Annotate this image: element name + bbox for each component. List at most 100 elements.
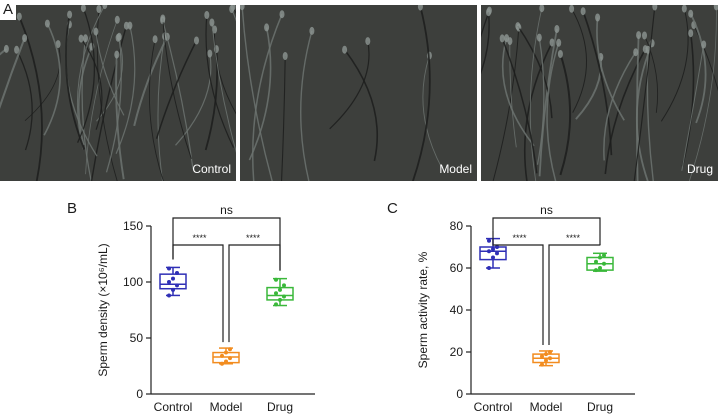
data-point: [540, 362, 544, 367]
sperm-head: [486, 8, 491, 17]
micrograph-background: [0, 5, 236, 181]
sperm-fiber: [241, 6, 273, 181]
sperm-fiber: [162, 20, 194, 170]
sperm-head: [83, 34, 88, 43]
sperm-head: [557, 50, 563, 58]
panel-letter-a: A: [0, 0, 16, 20]
sperm-fiber: [681, 44, 705, 171]
data-point: [171, 276, 175, 281]
significance-bracket: ns: [492, 203, 601, 246]
sperm-head: [688, 29, 694, 38]
data-point: [594, 259, 598, 264]
data-point: [544, 358, 548, 363]
sperm-head: [44, 19, 50, 28]
sperm-head: [264, 23, 270, 32]
sperm-fiber: [76, 5, 106, 150]
sperm-head: [14, 45, 20, 54]
data-point: [175, 283, 179, 288]
y-tick-label: 150: [123, 219, 143, 233]
sperm-head: [207, 49, 213, 58]
data-point: [167, 266, 171, 271]
sperm-fiber: [688, 6, 717, 181]
sperm-fiber: [281, 55, 286, 181]
sperm-head: [309, 26, 315, 35]
data-point: [598, 266, 602, 270]
sperm-head: [681, 5, 687, 13]
sperm-head: [80, 5, 86, 13]
data-point: [220, 353, 224, 358]
y-tick-label: 40: [450, 303, 464, 317]
sperm-head: [78, 34, 84, 43]
bracket-line: [172, 244, 224, 343]
sperm-fiber: [329, 40, 370, 130]
data-point: [487, 249, 491, 254]
sperm-head: [123, 21, 129, 30]
data-point: [487, 238, 491, 243]
micrograph-control-image: [0, 5, 236, 181]
sperm-head: [636, 31, 642, 40]
sperm-fiber: [546, 42, 560, 181]
sperm-fiber: [148, 39, 164, 181]
y-tick-label: 80: [450, 219, 464, 233]
data-point: [175, 271, 179, 276]
data-point: [540, 354, 544, 359]
sperm-fiber: [633, 6, 656, 181]
x-tick-label: Control: [474, 400, 513, 414]
sperm-head: [713, 5, 718, 11]
box-control: [159, 266, 187, 298]
data-point: [224, 359, 228, 364]
sperm-fiber: [559, 53, 572, 176]
significance-label: ****: [512, 233, 527, 243]
data-point: [171, 287, 175, 292]
sperm-fiber: [501, 38, 538, 174]
data-point: [167, 293, 171, 298]
sperm-head: [515, 22, 521, 31]
sperm-head: [499, 34, 505, 43]
micrograph-background: [481, 5, 718, 181]
sperm-head: [114, 50, 120, 59]
sperm-head: [554, 25, 560, 33]
y-tick-label: 100: [123, 275, 143, 289]
micrograph-drug-label: Drug: [686, 162, 713, 176]
sperm-head: [240, 5, 245, 11]
sperm-head: [365, 37, 371, 46]
sperm-head: [3, 44, 9, 53]
sperm-fiber: [529, 8, 543, 181]
sperm-fiber: [422, 55, 443, 169]
data-point: [495, 245, 499, 249]
sperm-fiber: [660, 8, 689, 122]
box-iqr: [479, 246, 507, 261]
bracket-line: [172, 217, 281, 271]
sperm-fiber: [644, 35, 659, 113]
significance-label: ns: [540, 203, 553, 217]
significance-label: ****: [192, 233, 207, 243]
sperm-head: [279, 10, 285, 19]
sperm-density-chart: 0 50 100 150 Sperm density (×10⁶/mL) Control M…: [96, 203, 315, 414]
sperm-head: [102, 5, 108, 10]
y-tick-label: 60: [450, 261, 464, 275]
bracket-line: [492, 230, 544, 345]
sperm-head: [160, 14, 166, 23]
sperm-head: [504, 34, 510, 43]
sperm-fiber: [77, 7, 96, 143]
sperm-head: [22, 34, 28, 43]
data-point: [282, 283, 286, 288]
sperm-fiber: [248, 27, 272, 161]
micrograph-model: Model: [240, 5, 477, 181]
x-tick-label: Model: [210, 400, 243, 414]
sperm-fiber: [343, 49, 379, 162]
sperm-head: [539, 5, 545, 13]
data-point: [491, 247, 495, 252]
sperm-head: [701, 40, 707, 49]
sperm-head: [67, 10, 73, 19]
y-tick-label: 0: [136, 387, 143, 401]
sperm-fiber: [646, 49, 654, 181]
data-point: [491, 255, 495, 260]
sperm-head: [642, 45, 648, 54]
sperm-head: [152, 35, 158, 44]
data-point: [548, 350, 552, 354]
sperm-fiber: [162, 18, 192, 160]
sperm-fiber: [571, 8, 587, 113]
sperm-fiber: [80, 38, 103, 130]
sperm-fiber: [300, 30, 313, 181]
